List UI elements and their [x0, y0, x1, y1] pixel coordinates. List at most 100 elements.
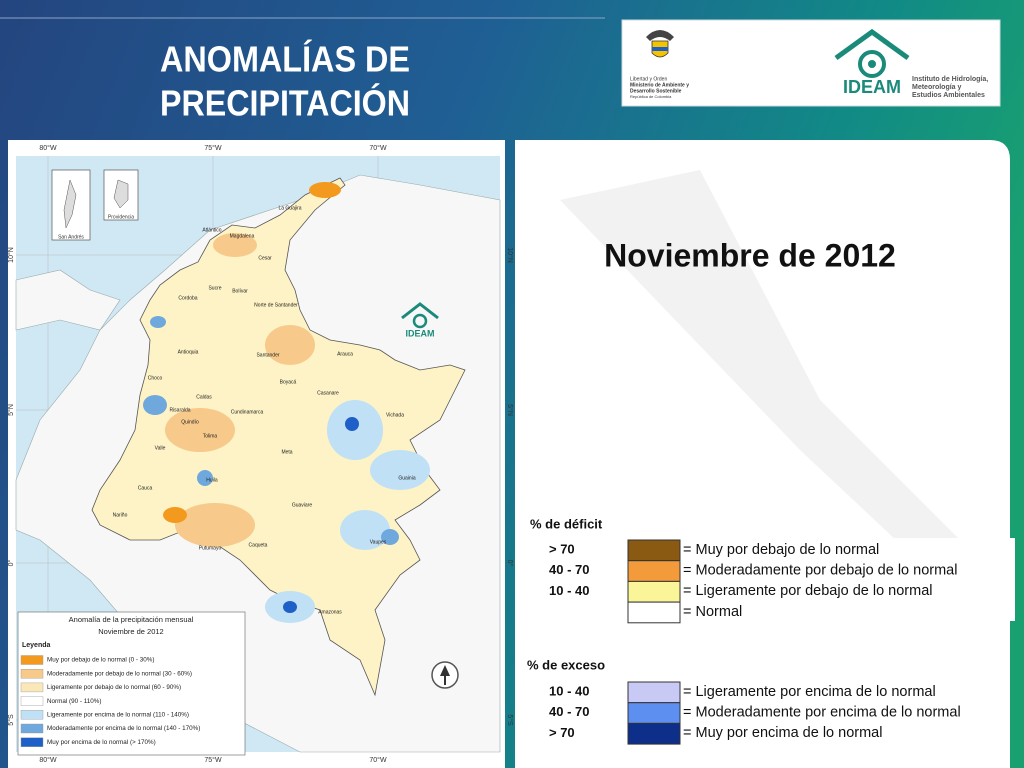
region-label: Valle — [155, 445, 166, 451]
legend-label: = Ligeramente por debajo de lo normal — [683, 583, 932, 599]
longitude-label: 80°W — [39, 756, 57, 764]
anomaly-area — [370, 450, 430, 490]
map-legend-swatch — [20, 655, 44, 665]
longitude-label: 75°W — [204, 144, 222, 152]
map-legend-label: Moderadamente por debajo de lo normal (3… — [47, 670, 192, 677]
legend-label: = Muy por encima de lo normal — [683, 725, 882, 741]
region-label: Magdalena — [230, 233, 255, 239]
region-label: Vaupes — [370, 539, 387, 545]
legend-label: = Ligeramente por encima de lo normal — [683, 684, 936, 700]
legend-range: 10 - 40 — [549, 683, 589, 698]
region-label: Cauca — [138, 485, 153, 491]
anomaly-area — [381, 529, 399, 545]
inset-island — [63, 179, 77, 229]
region-label: La Guajira — [278, 205, 301, 211]
region-label: Arauca — [337, 351, 353, 357]
map-legend-swatch — [20, 682, 44, 693]
logo-text: Ministerio de Ambiente y — [630, 82, 689, 88]
latitude-label: 0° — [506, 560, 514, 567]
legend-swatch — [627, 601, 681, 624]
anomaly-area — [197, 470, 213, 486]
region-label: Guaviare — [292, 502, 313, 508]
legend-swatch — [627, 580, 681, 603]
logo-text: Meteorología y — [912, 84, 962, 91]
region-label: Caldas — [196, 394, 212, 400]
logo-box: Libertad y Orden Ministerio de Ambiente … — [621, 19, 1001, 107]
anomaly-area — [165, 408, 235, 452]
anomaly-area — [345, 417, 359, 431]
map-legend-box — [17, 611, 246, 756]
legend: % de déficit > 70 = Muy por debajo de lo n… — [527, 516, 1015, 745]
anomaly-area — [265, 325, 315, 365]
region-label: Quindío — [181, 419, 199, 425]
map: IDEAM 80°W 80°W 75°W 75°W 70°W 70°W 10°N 10°N 5°… — [7, 140, 514, 768]
logo-text: Instituto de Hidrología, — [912, 76, 988, 83]
legend-label: = Muy por debajo de lo normal — [683, 542, 879, 558]
latitude-label: 0° — [7, 559, 15, 566]
map-legend-heading: Leyenda — [22, 642, 51, 649]
region-label: Caqueta — [249, 542, 268, 548]
map-legend-label: Muy por debajo de lo normal (0 - 30%) — [47, 657, 154, 664]
map-legend-label: Muy por encima de lo normal (> 170%) — [47, 739, 156, 746]
region-label: Boyacá — [280, 379, 297, 385]
map-legend-label: Ligeramente por encima de lo normal (110… — [47, 711, 189, 718]
logo-frame — [621, 19, 1001, 107]
slide-title: PRECIPITACIÓN — [160, 82, 410, 124]
legend-range: 10 - 40 — [549, 583, 589, 598]
legend-swatch — [627, 681, 681, 704]
anomaly-area — [309, 182, 341, 198]
legend-label: = Normal — [683, 604, 742, 620]
anomaly-area — [213, 233, 257, 257]
content-panel — [515, 140, 1010, 768]
region-label: Amazonas — [318, 609, 342, 615]
anomaly-area — [163, 507, 187, 523]
latitude-label: 5°N — [7, 404, 15, 416]
longitude-label: 70°W — [369, 756, 387, 764]
ideam-emblem — [834, 28, 910, 78]
map-legend-label: Ligeramente por debajo de lo normal (60 … — [47, 684, 181, 691]
map-logo-text: IDEAM — [406, 328, 435, 338]
legend-swatch — [627, 722, 681, 745]
legend-label: = Moderadamente por encima de lo normal — [683, 705, 961, 721]
region-label: Nariño — [113, 512, 128, 518]
region-label: Cundinamarca — [231, 409, 264, 415]
region-label: Putumayo — [199, 545, 222, 551]
anomaly-areas — [143, 182, 430, 623]
region-label: Guainia — [398, 475, 415, 481]
legend-range: 40 - 70 — [549, 562, 589, 577]
watermark — [560, 170, 980, 600]
anomaly-area — [143, 395, 167, 415]
region-label: Choco — [148, 375, 163, 381]
legend-range: > 70 — [549, 541, 575, 556]
anomaly-area — [340, 510, 390, 550]
map-logo — [401, 302, 439, 329]
region-label: Meta — [281, 449, 292, 455]
legend-swatch — [627, 702, 681, 724]
region-label: Sucre — [208, 285, 221, 291]
region-label: Cesar — [258, 255, 272, 261]
region-label: Antioquia — [178, 349, 199, 355]
map-legend-label: Moderadamente por encima de lo normal (1… — [47, 725, 200, 732]
longitude-label: 70°W — [369, 144, 387, 152]
map-legend-swatch — [20, 710, 44, 720]
colombia — [91, 177, 466, 697]
region-label: Santander — [256, 352, 279, 358]
legend-swatch — [627, 560, 681, 582]
legend-range: 40 - 70 — [549, 704, 589, 719]
logo-acronym: IDEAM — [843, 77, 901, 97]
longitude-label: 75°W — [204, 756, 222, 764]
north-arrow — [440, 665, 450, 685]
legend-heading: % de déficit — [530, 516, 603, 531]
longitude-label: 80°W — [39, 144, 57, 152]
region-label: Vichada — [386, 412, 404, 418]
latitude-label: 5°S — [506, 714, 514, 726]
region-label: Bolívar — [232, 288, 248, 294]
logo-text: Desarrollo Sostenible — [630, 88, 682, 94]
map-legend-swatch — [20, 723, 44, 734]
anomaly-area — [150, 316, 166, 328]
legend-label: = Moderadamente por debajo de lo normal — [683, 563, 957, 579]
anomaly-area — [175, 503, 255, 547]
region-label: Risaralda — [169, 407, 190, 413]
